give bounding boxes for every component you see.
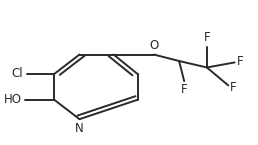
- Text: HO: HO: [4, 93, 22, 106]
- Text: Cl: Cl: [12, 67, 23, 80]
- Text: O: O: [149, 39, 158, 52]
- Text: F: F: [204, 31, 210, 45]
- Text: F: F: [237, 55, 244, 68]
- Text: N: N: [75, 122, 84, 135]
- Text: F: F: [181, 83, 188, 96]
- Text: F: F: [230, 81, 237, 94]
